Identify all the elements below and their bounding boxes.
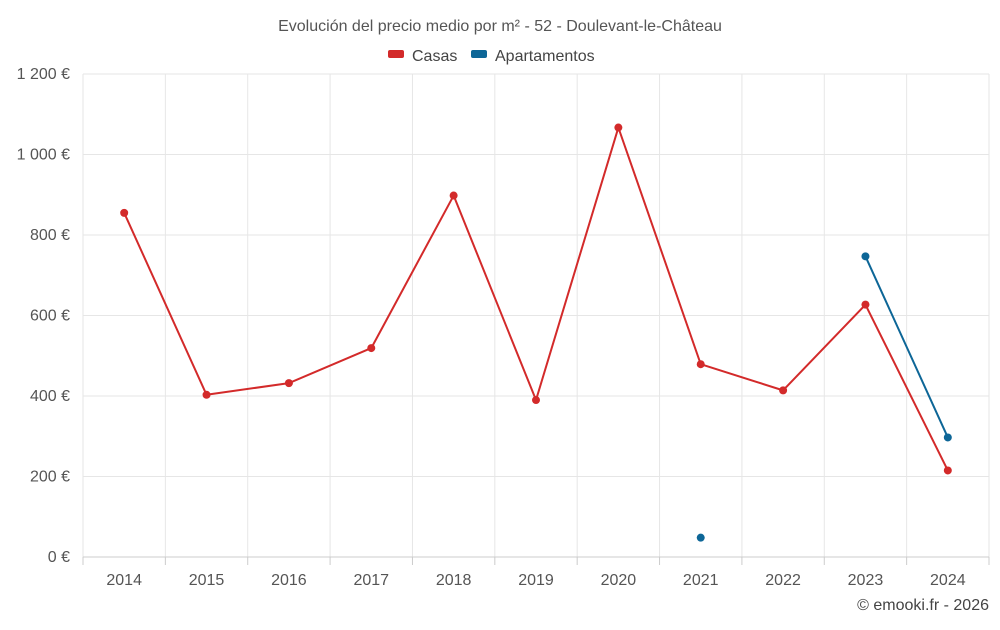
data-point[interactable]: [120, 208, 129, 217]
y-tick-label: 1 000 €: [17, 147, 70, 164]
series-line-segment: [535, 126, 620, 402]
chart-title: Evolución del precio medio por m² - 52 -…: [278, 18, 722, 35]
y-tick-label: 800 €: [30, 227, 70, 244]
x-tick-label: 2024: [930, 572, 966, 589]
legend: Casas Apartamentos: [388, 48, 595, 65]
series-apartamentos: [696, 252, 952, 542]
series-line-segment: [287, 347, 373, 385]
x-tick-label: 2023: [848, 572, 884, 589]
x-axis: 2014 2015 2016 2017 2018 2019 2020 2021 2022 2023…: [106, 572, 965, 589]
legend-item-apartamentos[interactable]: Apartamentos: [471, 48, 595, 65]
data-point[interactable]: [696, 533, 705, 542]
series-line-segment: [123, 211, 208, 396]
legend-swatch: [388, 50, 404, 58]
grid: [82, 73, 990, 565]
data-point[interactable]: [943, 433, 952, 442]
y-tick-label: 600 €: [30, 308, 70, 325]
y-tick-label: 400 €: [30, 388, 70, 405]
x-tick-label: 2015: [189, 572, 225, 589]
x-tick-label: 2019: [518, 572, 554, 589]
data-point[interactable]: [614, 123, 623, 132]
data-point[interactable]: [696, 360, 705, 369]
legend-label: Apartamentos: [495, 48, 595, 65]
data-point[interactable]: [449, 191, 458, 200]
data-point[interactable]: [943, 466, 952, 475]
series-casas: [120, 123, 952, 475]
x-tick-label: 2016: [271, 572, 307, 589]
series-line-segment: [452, 194, 537, 402]
series-layer: [120, 123, 952, 542]
x-tick-label: 2022: [765, 572, 801, 589]
x-tick-label: 2020: [601, 572, 637, 589]
legend-item-casas[interactable]: Casas: [388, 48, 457, 65]
x-tick-label: 2014: [106, 572, 142, 589]
legend-label: Casas: [412, 48, 457, 65]
x-tick-label: 2018: [436, 572, 472, 589]
legend-swatch: [471, 50, 487, 58]
y-tick-label: 1 200 €: [17, 66, 70, 83]
y-tick-label: 0 €: [48, 549, 70, 566]
series-line-segment: [617, 126, 702, 366]
series-line-segment: [782, 303, 867, 392]
y-tick-label: 200 €: [30, 469, 70, 486]
series-line-segment: [699, 363, 785, 392]
data-point[interactable]: [861, 300, 870, 309]
y-axis: 0 € 200 € 400 € 600 € 800 € 1 000 € 1 200 €: [17, 66, 70, 566]
data-point[interactable]: [532, 396, 540, 405]
data-point[interactable]: [861, 252, 870, 261]
series-line-segment: [370, 194, 455, 350]
credit-text: © emooki.fr - 2026: [857, 597, 989, 614]
data-point[interactable]: [284, 379, 293, 388]
x-tick-label: 2021: [683, 572, 719, 589]
data-point[interactable]: [367, 344, 376, 353]
series-line-segment: [864, 303, 949, 472]
x-tick-label: 2017: [353, 572, 389, 589]
series-line-segment: [864, 255, 949, 439]
series-line-segment: [205, 382, 290, 396]
data-point[interactable]: [202, 390, 211, 399]
data-point[interactable]: [779, 386, 788, 395]
